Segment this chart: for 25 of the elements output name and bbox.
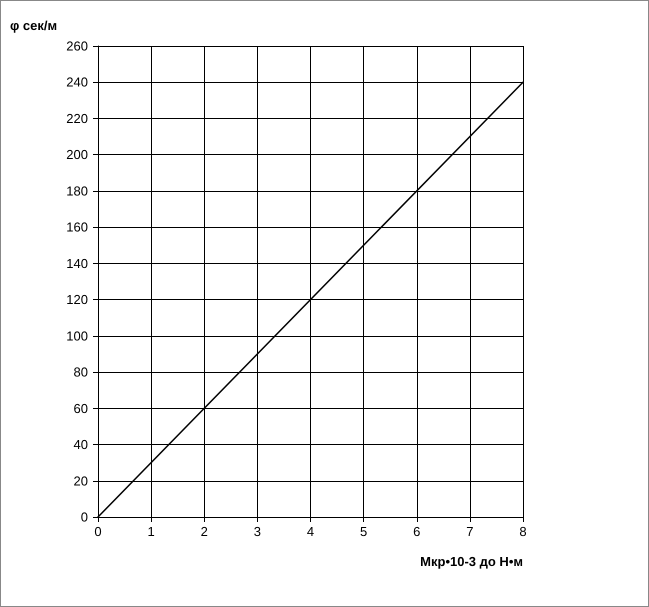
y-tick-label: 240: [66, 74, 88, 90]
y-tick-label: 60: [74, 400, 88, 416]
y-tick-label: 260: [66, 38, 88, 54]
y-tick-label: 140: [66, 256, 88, 271]
y-tick-label: 160: [66, 220, 88, 235]
y-tick-label: 180: [66, 183, 88, 198]
x-tick-label: 5: [360, 524, 368, 539]
x-axis-title: Мкр•10-3 до Н•м: [420, 554, 523, 569]
y-tick-label: 220: [66, 110, 88, 126]
x-tick-label: 2: [200, 524, 208, 539]
y-tick-label: 120: [66, 292, 88, 308]
x-tick-label: 8: [519, 524, 527, 539]
y-axis-title: φ сек/м: [10, 18, 58, 33]
x-tick-label: 0: [94, 524, 102, 539]
y-tick-label: 100: [66, 328, 88, 344]
y-tick-label: 80: [74, 364, 88, 380]
x-tick-label: 1: [148, 524, 155, 539]
y-tick-label: 0: [80, 510, 88, 524]
x-tick-label: 7: [466, 524, 474, 539]
y-tick-label: 200: [66, 147, 88, 162]
y-tick-label: 40: [74, 437, 88, 452]
y-tick-label: 20: [74, 473, 88, 488]
x-tick-label: 6: [413, 524, 420, 539]
x-tick-label: 4: [306, 524, 314, 539]
x-tick-label: 3: [254, 524, 261, 539]
